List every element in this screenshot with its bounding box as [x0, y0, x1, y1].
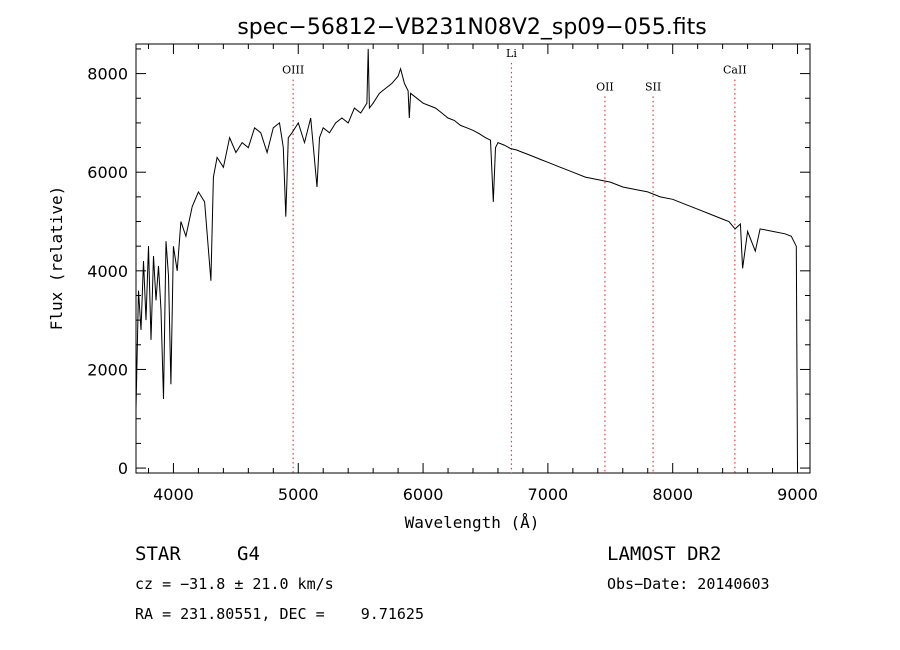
object-class: STAR	[135, 543, 181, 565]
obs-date: Obs−Date: 20140603	[607, 575, 770, 593]
x-tick-label-7000: 7000	[528, 485, 569, 504]
chart-title: spec−56812−VB231N08V2_sp09−055.fits	[237, 15, 706, 40]
x-tick-label-9000: 9000	[777, 485, 818, 504]
plot-frame	[135, 43, 811, 474]
x-axis-ticks: 4000 5000 6000 7000 8000 9000	[147, 44, 818, 504]
y-tick-label-6000: 6000	[87, 163, 128, 182]
y-tick-label-2000: 2000	[87, 360, 128, 379]
x-tick-label-8000: 8000	[652, 485, 693, 504]
redshift-readout: cz = −31.8 ± 21.0 km/s	[135, 575, 334, 593]
x-axis-label: Wavelength (Å)	[405, 513, 540, 532]
y-axis-ticks: 0 2000 4000 6000 8000	[87, 48, 810, 478]
x-tick-label-5000: 5000	[278, 485, 319, 504]
spectral-line-labels: OIII Li OII SII CaII	[282, 47, 747, 94]
coordinates: RA = 231.80551, DEC = 9.71625	[135, 605, 424, 623]
y-axis-label: Flux (relative)	[47, 186, 66, 331]
line-label-oiii: OIII	[282, 64, 304, 77]
line-label-li: Li	[506, 47, 517, 60]
y-tick-label-0: 0	[118, 459, 128, 478]
object-subclass: G4	[237, 543, 260, 565]
spectral-line-markers	[292, 62, 736, 473]
spectrum-line	[135, 48, 798, 469]
survey-label: LAMOST DR2	[607, 543, 722, 565]
line-label-caii: CaII	[723, 64, 747, 77]
y-tick-label-4000: 4000	[87, 262, 128, 281]
x-tick-label-6000: 6000	[403, 485, 444, 504]
line-label-sii: SII	[645, 80, 661, 93]
y-tick-label-8000: 8000	[87, 65, 128, 84]
x-tick-label-4000: 4000	[153, 485, 194, 504]
line-label-oii: OII	[596, 80, 614, 93]
